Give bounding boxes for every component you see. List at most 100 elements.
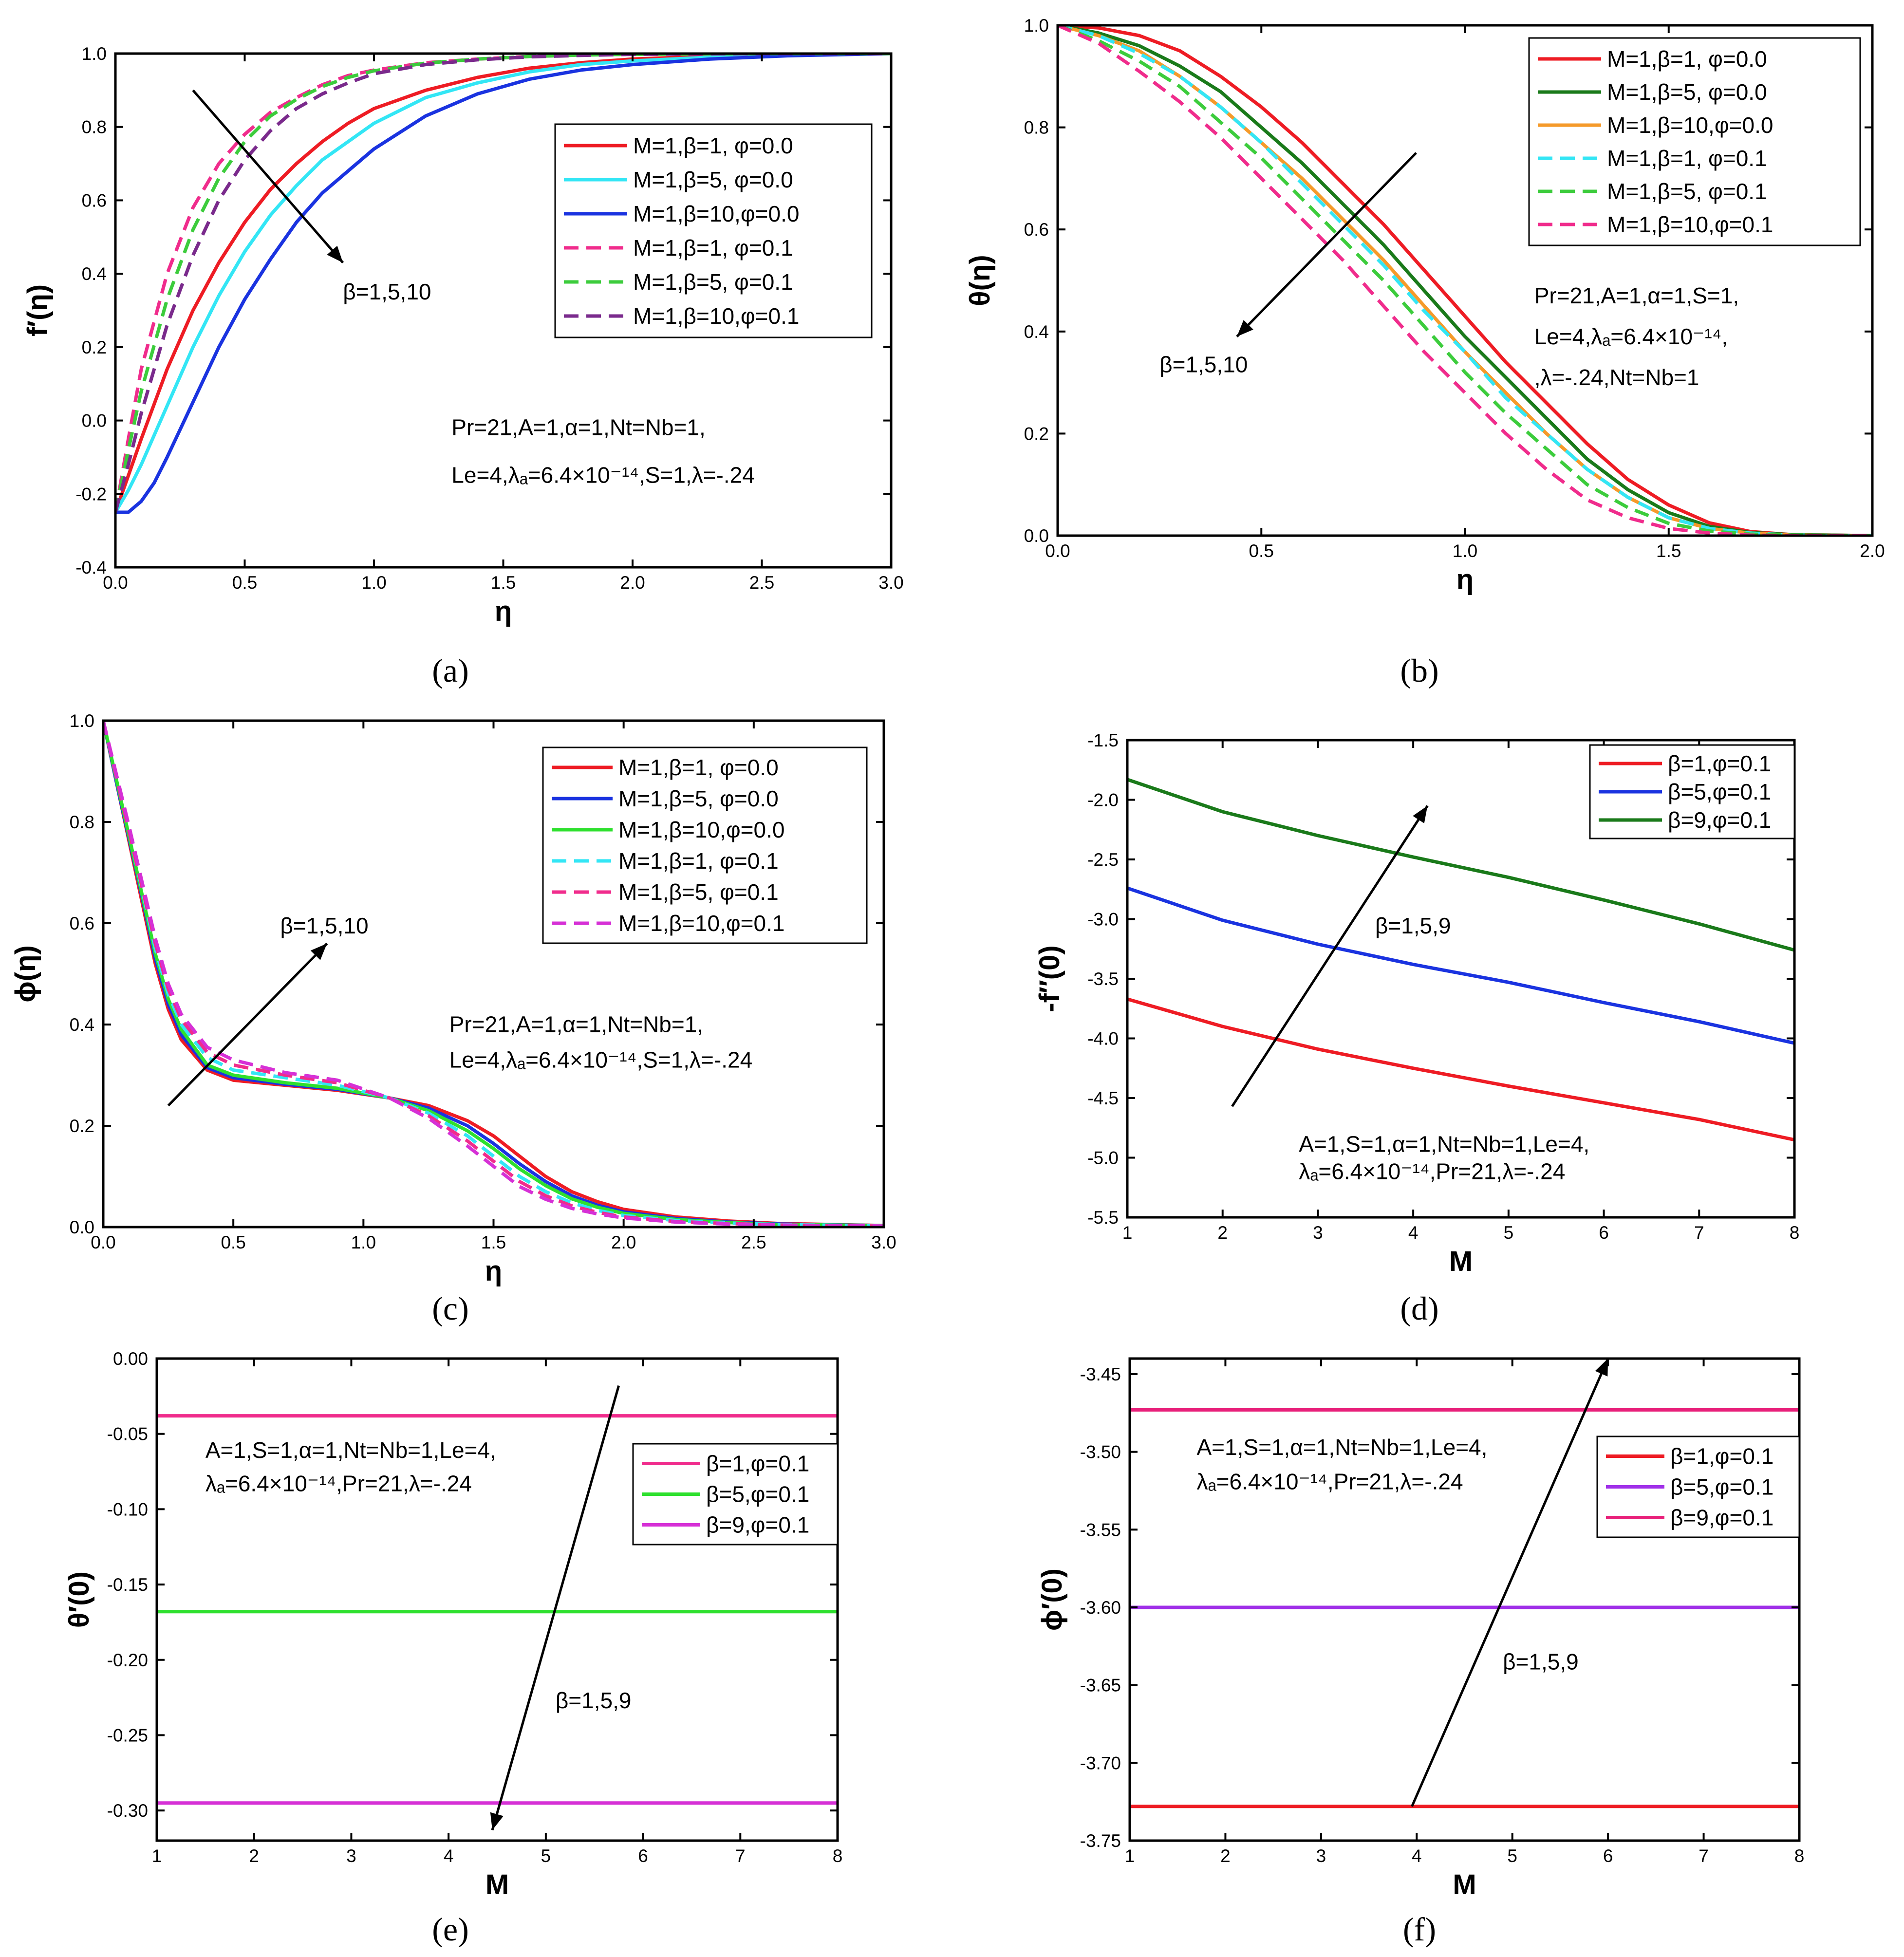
x-tick-label-d: 6 [1599, 1223, 1609, 1243]
legend-label-f-1: β=1,φ=0.1 [1670, 1444, 1773, 1469]
x-tick-label-f: 7 [1699, 1846, 1709, 1866]
panel-label-a: (a) [432, 652, 468, 689]
y-axis-label-a: f′(η) [22, 284, 54, 336]
legend-label-a-3: M=1,β=10,φ=0.0 [633, 201, 799, 226]
y-tick-label-a: 0.6 [82, 190, 107, 210]
y-axis-label-d: -f″(0) [1034, 945, 1065, 1012]
series-line-b-6 [1058, 25, 1872, 536]
x-tick-label-f: 8 [1794, 1846, 1805, 1866]
series-line-c-6 [103, 721, 884, 1227]
y-tick-label-f: -3.75 [1080, 1831, 1121, 1851]
x-tick-label-e: 4 [444, 1846, 454, 1866]
y-axis-label-f: ϕ′(0) [1036, 1568, 1068, 1631]
legend-label-f-3: β=9,φ=0.1 [1670, 1505, 1773, 1530]
y-tick-label-f: -3.50 [1080, 1442, 1121, 1462]
y-tick-label-b: 0.8 [1024, 118, 1049, 138]
x-tick-label-a: 2.0 [620, 573, 645, 593]
y-tick-label-e: 0.00 [113, 1349, 148, 1369]
x-tick-label-f: 5 [1507, 1846, 1517, 1866]
y-tick-label-c: 0.8 [70, 812, 94, 832]
parameter-note-a-1: Pr=21,A=1,α=1,Nt=Nb=1, [451, 415, 705, 440]
y-axis-label-b: θ(η) [964, 255, 996, 306]
x-axis-label-e: M [485, 1869, 509, 1901]
x-tick-label-d: 1 [1122, 1223, 1133, 1243]
series-line-d-1 [1127, 997, 1794, 1142]
legend-b [1528, 37, 1861, 246]
panel-label-f: (f) [1403, 1911, 1436, 1948]
x-tick-label-f: 6 [1603, 1846, 1613, 1866]
x-axis-label-a: η [495, 596, 512, 627]
y-tick-label-b: 0.0 [1024, 526, 1049, 546]
y-tick-label-f: -3.60 [1080, 1598, 1121, 1618]
y-tick-label-d: -2.0 [1087, 790, 1119, 810]
x-tick-label-d: 7 [1694, 1223, 1704, 1243]
series-line-a-4 [115, 54, 891, 513]
panel-label-d: (d) [1400, 1290, 1438, 1327]
legend-label-e-3: β=9,φ=0.1 [706, 1512, 809, 1538]
x-tick-label-e: 8 [833, 1846, 843, 1866]
x-tick-label-c: 2.0 [611, 1232, 636, 1252]
parameter-note-b-3: ,λ=-.24,Nt=Nb=1 [1534, 365, 1699, 390]
y-tick-label-e: -0.05 [107, 1424, 148, 1444]
arrow-label-b: β=1,5,10 [1159, 352, 1248, 377]
panel-label-e: (e) [432, 1911, 468, 1948]
x-tick-label-e: 1 [152, 1846, 162, 1866]
panel-label-b: (b) [1400, 652, 1438, 689]
trend-arrow-e [491, 1385, 620, 1831]
x-tick-label-d: 4 [1408, 1223, 1419, 1243]
legend-label-b-2: M=1,β=5, φ=0.0 [1607, 79, 1767, 105]
legend-label-a-1: M=1,β=1, φ=0.0 [633, 133, 793, 158]
legend-label-c-3: M=1,β=10,φ=0.0 [618, 817, 784, 842]
legend-label-b-1: M=1,β=1, φ=0.0 [1607, 46, 1767, 72]
series-line-a-3 [115, 54, 891, 514]
series-line-a-6 [115, 54, 891, 513]
series-line-d-3 [1127, 778, 1794, 952]
legend-label-b-5: M=1,β=5, φ=0.1 [1607, 179, 1767, 204]
y-tick-label-d: -3.0 [1087, 910, 1119, 930]
y-tick-label-e: -0.25 [107, 1725, 148, 1745]
x-tick-label-c: 3.0 [871, 1232, 896, 1252]
legend-label-e-2: β=5,φ=0.1 [706, 1482, 809, 1507]
legend-label-a-5: M=1,β=5, φ=0.1 [633, 269, 793, 295]
y-tick-label-a: 0.8 [82, 117, 107, 137]
trend-arrow-head-a [327, 245, 343, 263]
y-tick-label-f: -3.55 [1080, 1520, 1121, 1540]
x-tick-label-d: 3 [1313, 1223, 1323, 1243]
y-tick-label-c: 0.4 [70, 1015, 94, 1035]
x-tick-label-e: 3 [346, 1846, 356, 1866]
x-tick-label-b: 0.5 [1249, 541, 1274, 561]
y-tick-label-d: -4.5 [1087, 1088, 1119, 1108]
y-tick-label-c: 0.6 [70, 913, 94, 933]
parameter-note-d-1: A=1,S=1,α=1,Nt=Nb=1,Le=4, [1299, 1131, 1589, 1156]
y-tick-label-e: -0.20 [107, 1650, 148, 1670]
x-axis-label-f: M [1453, 1869, 1476, 1901]
panel-d: 1 2 3 4 5 6 7 8 -5.5 -5.0 -4.5 -4.0 -3.5 -3.0 -2.5 -2.0… [1034, 730, 1799, 1327]
trend-arrow-head-d [1413, 805, 1428, 823]
arrow-label-d: β=1,5,9 [1375, 913, 1451, 938]
x-tick-label-a: 0.0 [103, 573, 128, 593]
x-tick-label-c: 1.5 [481, 1232, 506, 1252]
x-tick-label-a: 1.0 [361, 573, 386, 593]
legend-label-c-4: M=1,β=1, φ=0.1 [618, 848, 779, 874]
legend-label-b-4: M=1,β=1, φ=0.1 [1607, 146, 1767, 171]
parameter-note-f-2: λₐ=6.4×10⁻¹⁴,Pr=21,λ=-.24 [1197, 1469, 1463, 1494]
y-tick-label-d: -5.0 [1087, 1148, 1119, 1168]
x-tick-label-a: 2.5 [749, 573, 774, 593]
series-line-a-2 [115, 54, 891, 513]
legend-label-b-6: M=1,β=10,φ=0.1 [1607, 212, 1773, 237]
trend-arrow-b [1236, 152, 1417, 338]
legend-label-c-6: M=1,β=10,φ=0.1 [618, 911, 784, 936]
legend-label-f-2: β=5,φ=0.1 [1670, 1474, 1773, 1500]
x-tick-label-a: 0.5 [232, 573, 257, 593]
x-tick-label-d: 8 [1790, 1223, 1800, 1243]
y-tick-label-c: 0.0 [70, 1217, 94, 1237]
y-tick-label-c: 0.2 [70, 1116, 94, 1136]
series-line-b-4 [1058, 25, 1872, 536]
y-tick-label-a: -0.2 [75, 484, 107, 504]
trend-arrow-head-e [490, 1812, 504, 1830]
plot-frame-e [155, 1357, 839, 1842]
y-tick-label-d: -5.5 [1087, 1208, 1119, 1228]
trend-arrow-a [192, 89, 344, 264]
parameter-note-d-2: λₐ=6.4×10⁻¹⁴,Pr=21,λ=-.24 [1299, 1159, 1565, 1184]
legend-label-d-2: β=5,φ=0.1 [1668, 779, 1771, 804]
